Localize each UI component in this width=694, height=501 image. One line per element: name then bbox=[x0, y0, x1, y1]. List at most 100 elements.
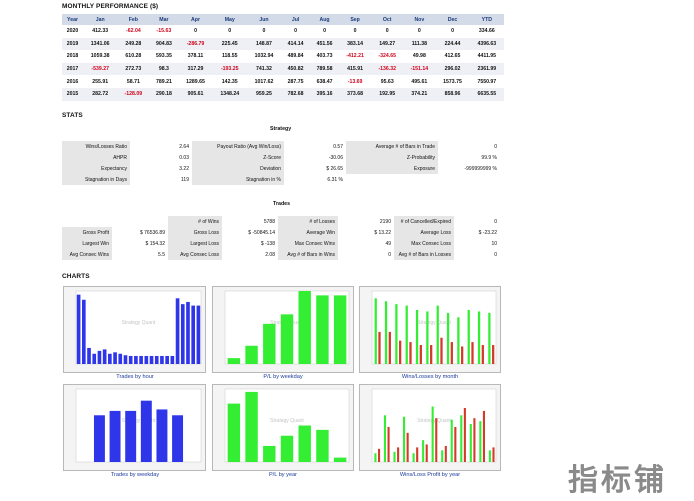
value-cell: 58.71 bbox=[126, 78, 140, 85]
table-row: 2018 1059.38 610.28 593.35 378.11 118.55 1032.… bbox=[62, 50, 504, 63]
column-header: Nov bbox=[403, 14, 436, 25]
value-cell: 1573.75 bbox=[443, 78, 462, 85]
stat-value: 3.22 bbox=[130, 163, 192, 174]
chart-panel: Strategy Quant bbox=[359, 286, 501, 373]
stat-value: 2190 bbox=[338, 216, 394, 227]
data-bar bbox=[92, 353, 97, 364]
stat-label: Wins/Losses Ratio bbox=[62, 141, 130, 152]
chart-panel: Strategy Quant bbox=[359, 384, 501, 471]
chart-svg: Strategy Quant bbox=[75, 290, 202, 365]
value-cell: -286.79 bbox=[178, 37, 213, 51]
data-bar bbox=[280, 314, 294, 364]
value-cell: 0 bbox=[294, 28, 298, 35]
plot-area bbox=[371, 388, 497, 463]
value-cell: 415.91 bbox=[339, 62, 372, 76]
loss-bar bbox=[492, 447, 495, 462]
loss-bar bbox=[461, 346, 464, 364]
year-cell: 2018 bbox=[66, 53, 79, 60]
value-cell: -15.63 bbox=[156, 28, 172, 35]
stat-label: Average Win bbox=[278, 227, 338, 238]
data-bar bbox=[263, 445, 276, 462]
win-bar bbox=[479, 421, 482, 462]
stat-value: $ 13.22 bbox=[338, 227, 394, 238]
value-cell: 148.87 bbox=[246, 37, 282, 51]
value-cell: 7550.97 bbox=[477, 78, 497, 85]
chart-panel: Strategy Quant bbox=[63, 286, 206, 373]
monthly-performance-table: Year Jan Feb Mar Apr May Jun Jul Aug Sep Oct Nov Dec… bbox=[62, 14, 504, 101]
column-header: Apr bbox=[178, 14, 213, 25]
value-cell: 2361.99 bbox=[469, 62, 504, 76]
column-header: Oct bbox=[371, 14, 404, 25]
win-bar bbox=[395, 304, 398, 364]
value-cell: 1341.06 bbox=[83, 37, 118, 51]
column-header: Year bbox=[62, 14, 84, 25]
value-cell: 287.75 bbox=[287, 78, 304, 85]
value-cell: 118.55 bbox=[221, 53, 238, 60]
chart-panel: Strategy Quant bbox=[63, 384, 206, 471]
strategy-stats-table: Wins/Losses Ratio 2.64 Payout Ratio (Avg W… bbox=[62, 141, 500, 185]
value-cell: 95.63 bbox=[380, 78, 394, 85]
data-bar bbox=[298, 291, 311, 364]
stat-value: 0 bbox=[338, 249, 394, 260]
value-cell: 373.68 bbox=[339, 87, 372, 101]
win-bar bbox=[441, 450, 444, 462]
value-cell: 1017.62 bbox=[254, 78, 274, 85]
value-cell: 6635.55 bbox=[469, 87, 504, 101]
value-cell: 0 bbox=[262, 28, 266, 35]
value-cell: 412.65 bbox=[444, 53, 461, 60]
value-cell: -136.32 bbox=[371, 62, 404, 76]
stats-title: STATS bbox=[62, 112, 83, 119]
chart-panel: Strategy Quant bbox=[212, 286, 354, 373]
stat-value: $ -138 bbox=[222, 238, 278, 249]
column-header: Jun bbox=[246, 14, 282, 25]
monthly-performance-title: MONTHLY PERFORMANCE ($) bbox=[62, 3, 159, 10]
value-cell: -151.14 bbox=[403, 62, 436, 76]
data-bar bbox=[81, 299, 86, 364]
value-cell: -193.25 bbox=[212, 62, 247, 76]
value-cell: 149.27 bbox=[371, 37, 404, 51]
value-cell: 905.61 bbox=[178, 87, 213, 101]
data-bar bbox=[227, 403, 241, 462]
win-bar bbox=[446, 312, 450, 364]
chart-svg: Strategy Quant bbox=[371, 290, 497, 365]
chart-svg: Strategy Quant bbox=[224, 290, 350, 365]
value-cell: 4396.63 bbox=[469, 37, 504, 51]
column-header: Feb bbox=[117, 14, 150, 25]
win-bar bbox=[460, 415, 463, 462]
stat-label: Avg Consec Loss bbox=[168, 249, 222, 260]
value-cell: 378.11 bbox=[187, 53, 204, 60]
win-bar bbox=[415, 309, 419, 364]
stat-value: 0.03 bbox=[130, 152, 192, 163]
data-bar bbox=[102, 349, 107, 364]
year-cell: 2020 bbox=[66, 28, 79, 35]
trades-title: Trades bbox=[273, 201, 291, 207]
stat-value: 0 bbox=[454, 249, 500, 260]
stats-row: Stagnation in Days 119 Stagnation in % 6.31… bbox=[62, 174, 500, 185]
loss-bar bbox=[471, 342, 474, 364]
data-bar bbox=[87, 347, 91, 364]
value-cell: 374.21 bbox=[403, 87, 436, 101]
win-bar bbox=[436, 305, 439, 364]
column-header: Dec bbox=[435, 14, 470, 25]
stat-value: $ 26.65 bbox=[284, 163, 346, 174]
chart-caption: Wins/Loss Profit by year bbox=[399, 472, 461, 478]
value-cell: 317.29 bbox=[178, 62, 213, 76]
stat-label: Z-Probability bbox=[346, 152, 438, 163]
loss-bar bbox=[440, 337, 443, 364]
value-cell: 489.84 bbox=[287, 53, 304, 60]
stat-value: $ -50845.14 bbox=[222, 227, 278, 238]
stat-label: Gross Loss bbox=[168, 227, 222, 238]
data-bar bbox=[245, 345, 258, 364]
data-bar bbox=[154, 355, 159, 364]
value-cell: -13.69 bbox=[347, 78, 363, 85]
chart-caption: Trades by weekday bbox=[110, 472, 160, 478]
chart-svg: Strategy Quant bbox=[371, 388, 497, 463]
stat-label bbox=[346, 174, 438, 185]
stat-label: Gross Profit bbox=[62, 227, 112, 238]
data-bar bbox=[165, 355, 169, 364]
value-cell: 412.33 bbox=[92, 28, 109, 35]
loss-bar bbox=[397, 447, 400, 462]
stat-value: 2.64 bbox=[130, 141, 192, 152]
stat-label: Expectancy bbox=[62, 163, 130, 174]
stat-label: Largest Loss bbox=[168, 238, 222, 249]
